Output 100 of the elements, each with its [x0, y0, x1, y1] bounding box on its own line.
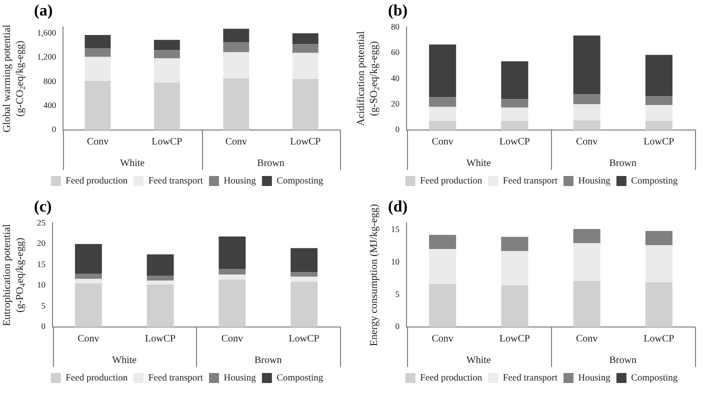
bar	[645, 121, 672, 130]
bar	[501, 285, 528, 327]
bar	[429, 44, 456, 98]
bar	[146, 284, 174, 327]
x-tick-label: LowCP	[499, 334, 530, 345]
legend-label: Feed transport	[502, 374, 558, 384]
bar	[501, 236, 528, 252]
legend-label: Feed production	[420, 374, 482, 384]
x-tick-label: LowCP	[290, 136, 322, 148]
legend-label: Housing	[578, 176, 611, 186]
x-tick-label: Conv	[221, 334, 244, 345]
bar	[645, 96, 672, 105]
x-tick-label: Conv	[576, 136, 598, 148]
bar	[501, 99, 528, 108]
bar	[154, 82, 180, 130]
bar	[573, 120, 600, 130]
chart-title: (a)	[34, 2, 53, 20]
bar	[146, 280, 174, 285]
bar	[290, 276, 318, 282]
bar	[84, 56, 111, 82]
bar	[74, 274, 102, 279]
y-tick-label: 15	[37, 258, 46, 269]
bar	[429, 234, 456, 250]
bar	[429, 121, 456, 130]
legend-label: Composting	[276, 374, 324, 384]
bar	[290, 282, 318, 327]
bar	[218, 274, 246, 280]
bar	[501, 121, 528, 130]
legend-label: Housing	[224, 176, 256, 186]
x-tick-label: Conv	[86, 136, 109, 148]
y-tick-label: 1,600	[37, 27, 56, 38]
x-tick-label: LowCP	[145, 334, 176, 345]
y-tick-label: 400	[43, 100, 56, 110]
bar	[292, 78, 318, 130]
bar	[573, 94, 600, 104]
x-tick-label: LowCP	[644, 334, 675, 345]
legend-label: Composting	[631, 374, 678, 384]
bar	[74, 244, 102, 274]
bar	[84, 48, 111, 57]
bar	[74, 278, 102, 284]
text: White	[120, 158, 146, 169]
text: Brown	[609, 355, 636, 366]
bar	[645, 104, 672, 122]
y-tick-label: 5	[395, 288, 400, 299]
legend-label: Feed transport	[502, 176, 558, 186]
y-axis-title: Energy consumption (MJ/kg-egg)	[368, 204, 380, 346]
y-tick-label: 0	[395, 124, 400, 134]
bar	[292, 44, 318, 53]
legend-label: Composting	[276, 176, 324, 186]
y-tick-label: 10	[37, 280, 46, 290]
text: Brown	[257, 158, 284, 169]
y-tick-label: 20	[391, 98, 400, 109]
bar	[154, 58, 180, 83]
bar	[573, 36, 600, 94]
y-tick-label: 20	[37, 238, 46, 248]
x-tick-label: LowCP	[499, 136, 530, 148]
text: White	[466, 158, 492, 169]
y-tick-label: 800	[43, 76, 56, 86]
bar	[154, 40, 180, 50]
text: Brown	[609, 158, 636, 169]
bar	[84, 35, 111, 48]
y-tick-label: 15	[391, 224, 400, 234]
legend-label: Feed transport	[148, 176, 204, 186]
x-tick-label: LowCP	[288, 334, 320, 345]
bar	[645, 54, 672, 96]
bar	[429, 249, 456, 284]
chart-title: (c)	[34, 198, 52, 216]
legend-label: Feed production	[66, 374, 128, 384]
x-tick-label: LowCP	[644, 136, 675, 148]
y-tick-label: 40	[391, 72, 400, 83]
chart-title: (d)	[388, 198, 408, 216]
text: White	[112, 355, 138, 366]
y-tick-label: 0	[52, 124, 56, 134]
y-tick-label: 5	[41, 300, 46, 310]
bar	[501, 251, 528, 286]
bar	[290, 272, 318, 277]
bar	[429, 106, 456, 122]
y-tick-label: 80	[391, 21, 400, 32]
chart-title: (b)	[388, 2, 408, 20]
bar	[429, 97, 456, 107]
y-tick-label: 0	[41, 321, 46, 332]
legend-label: Composting	[631, 176, 678, 186]
y-tick-label: 10	[391, 256, 400, 266]
bar	[429, 284, 456, 327]
x-tick-label: Conv	[576, 334, 598, 345]
y-tick-label: 25	[37, 217, 46, 228]
bar	[223, 52, 250, 78]
bar	[146, 276, 174, 280]
bar	[573, 229, 600, 244]
text: White	[466, 355, 492, 366]
x-tick-label: LowCP	[152, 136, 183, 148]
bar	[218, 236, 246, 270]
bar	[645, 230, 672, 246]
bar	[223, 28, 250, 42]
bar	[223, 42, 250, 52]
bar	[223, 78, 250, 130]
bar	[292, 33, 318, 44]
bar	[74, 283, 102, 327]
bar	[292, 52, 318, 79]
legend-label: Feed transport	[148, 374, 204, 384]
